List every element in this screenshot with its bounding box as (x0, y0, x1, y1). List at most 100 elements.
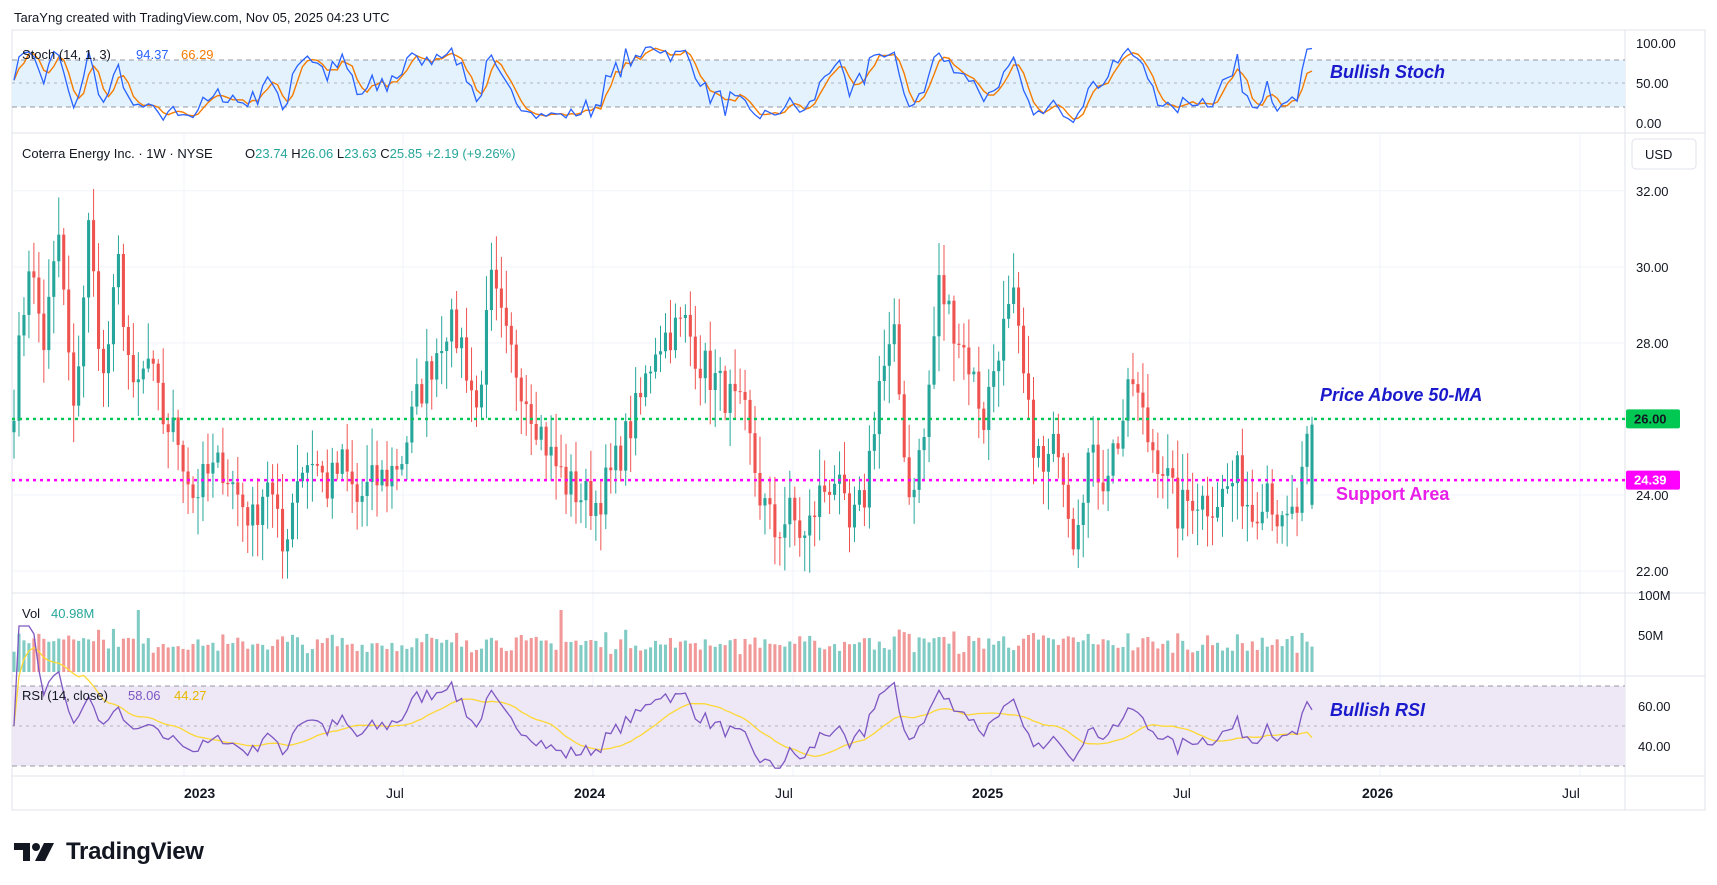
candle (763, 493, 767, 535)
candle (1086, 448, 1090, 538)
candle-body (101, 348, 106, 374)
volume-bar (529, 638, 533, 672)
volume-bar (783, 646, 787, 672)
candle-body (1101, 482, 1105, 492)
candle (639, 377, 643, 415)
volume-bar (1022, 638, 1026, 672)
volume-bar (335, 646, 339, 672)
currency-button[interactable]: USD (1631, 138, 1697, 170)
volume-bar (425, 633, 429, 672)
volume-bar (1076, 641, 1080, 672)
candle-body (390, 465, 394, 487)
volume-bar (1136, 647, 1140, 672)
candle (1270, 469, 1274, 532)
candle-body (370, 465, 374, 482)
volume-bar (141, 643, 145, 672)
candle-body (1270, 483, 1274, 515)
candle-body (698, 368, 702, 379)
attribution-header: TaraYng created with TradingView.com, No… (14, 10, 390, 25)
candle (97, 243, 101, 372)
candle-body (479, 384, 484, 408)
candle (330, 447, 334, 519)
candle (136, 352, 140, 417)
volume-bar (629, 648, 633, 672)
candle (653, 337, 658, 379)
volume-bar (12, 651, 16, 672)
candle (1201, 485, 1205, 530)
candle-body (106, 344, 111, 374)
candle-body (1176, 477, 1180, 529)
candle (524, 375, 528, 436)
candle (1260, 484, 1264, 531)
candle-body (310, 463, 314, 466)
candle (609, 443, 613, 494)
candle-body (266, 482, 270, 497)
volume-bar (221, 634, 225, 672)
volume-bar (330, 634, 334, 672)
candle (455, 291, 459, 354)
candle-body (862, 490, 866, 508)
candle-body (847, 493, 852, 528)
volume-bar (987, 638, 991, 672)
candle-body (897, 324, 901, 395)
candle (972, 367, 976, 383)
candle-body (499, 288, 503, 308)
volume-bar (688, 643, 692, 672)
candle (375, 440, 379, 517)
candle (604, 444, 608, 530)
candle-body (1046, 453, 1050, 472)
candle-body (241, 494, 245, 508)
volume-bar (161, 643, 165, 672)
candle-body (833, 483, 837, 495)
candle (574, 441, 578, 524)
candle (1181, 453, 1185, 541)
candle (539, 414, 543, 451)
candle-body (271, 482, 275, 495)
candle (435, 338, 439, 398)
volume-bar (833, 644, 837, 672)
candle (1066, 453, 1070, 538)
candle (668, 300, 673, 364)
candle (877, 355, 881, 469)
volume-bar (1151, 641, 1155, 672)
volume-bar (206, 644, 210, 672)
candle-body (852, 504, 857, 528)
candle (559, 434, 563, 478)
volume-bar (290, 634, 295, 672)
volume-bar (151, 652, 155, 672)
tradingview-logo[interactable]: TradingView (14, 838, 204, 866)
candle-body (450, 309, 454, 342)
candle-body (972, 371, 976, 375)
candle-body (823, 485, 827, 492)
volume-bar (1051, 639, 1055, 672)
candle-body (599, 503, 603, 515)
candle-body (62, 234, 66, 290)
volume-bar (1225, 647, 1229, 672)
candle (425, 328, 429, 438)
candle (17, 312, 21, 437)
time-axis[interactable]: 2023 Jul 2024 Jul 2025 Jul 2026 Jul (184, 785, 1580, 801)
ohlc-change: +2.19 (+9.26%) (426, 146, 516, 161)
candle (1002, 280, 1006, 386)
volume-bar (922, 638, 926, 672)
candle (27, 250, 31, 339)
volume-bar (325, 638, 329, 672)
candle-body (594, 503, 598, 516)
candle-body (1186, 489, 1190, 501)
candle-body (176, 417, 180, 445)
candle (569, 454, 573, 517)
candle (823, 460, 827, 503)
price-axis[interactable]: 32.00 30.00 28.00 26.00 24.00 22.00 (1636, 184, 1669, 579)
volume-bar (101, 639, 106, 672)
volume-bar (355, 650, 359, 672)
candle-body (867, 450, 871, 508)
volume-bar (176, 646, 180, 672)
rsi-ma-line (13, 646, 1313, 758)
candle-body (1111, 443, 1115, 476)
volume-bar (957, 653, 961, 672)
candle (887, 311, 891, 404)
volume-bar (1215, 642, 1220, 672)
candle-body (1061, 457, 1065, 485)
volume-bar (912, 652, 916, 672)
